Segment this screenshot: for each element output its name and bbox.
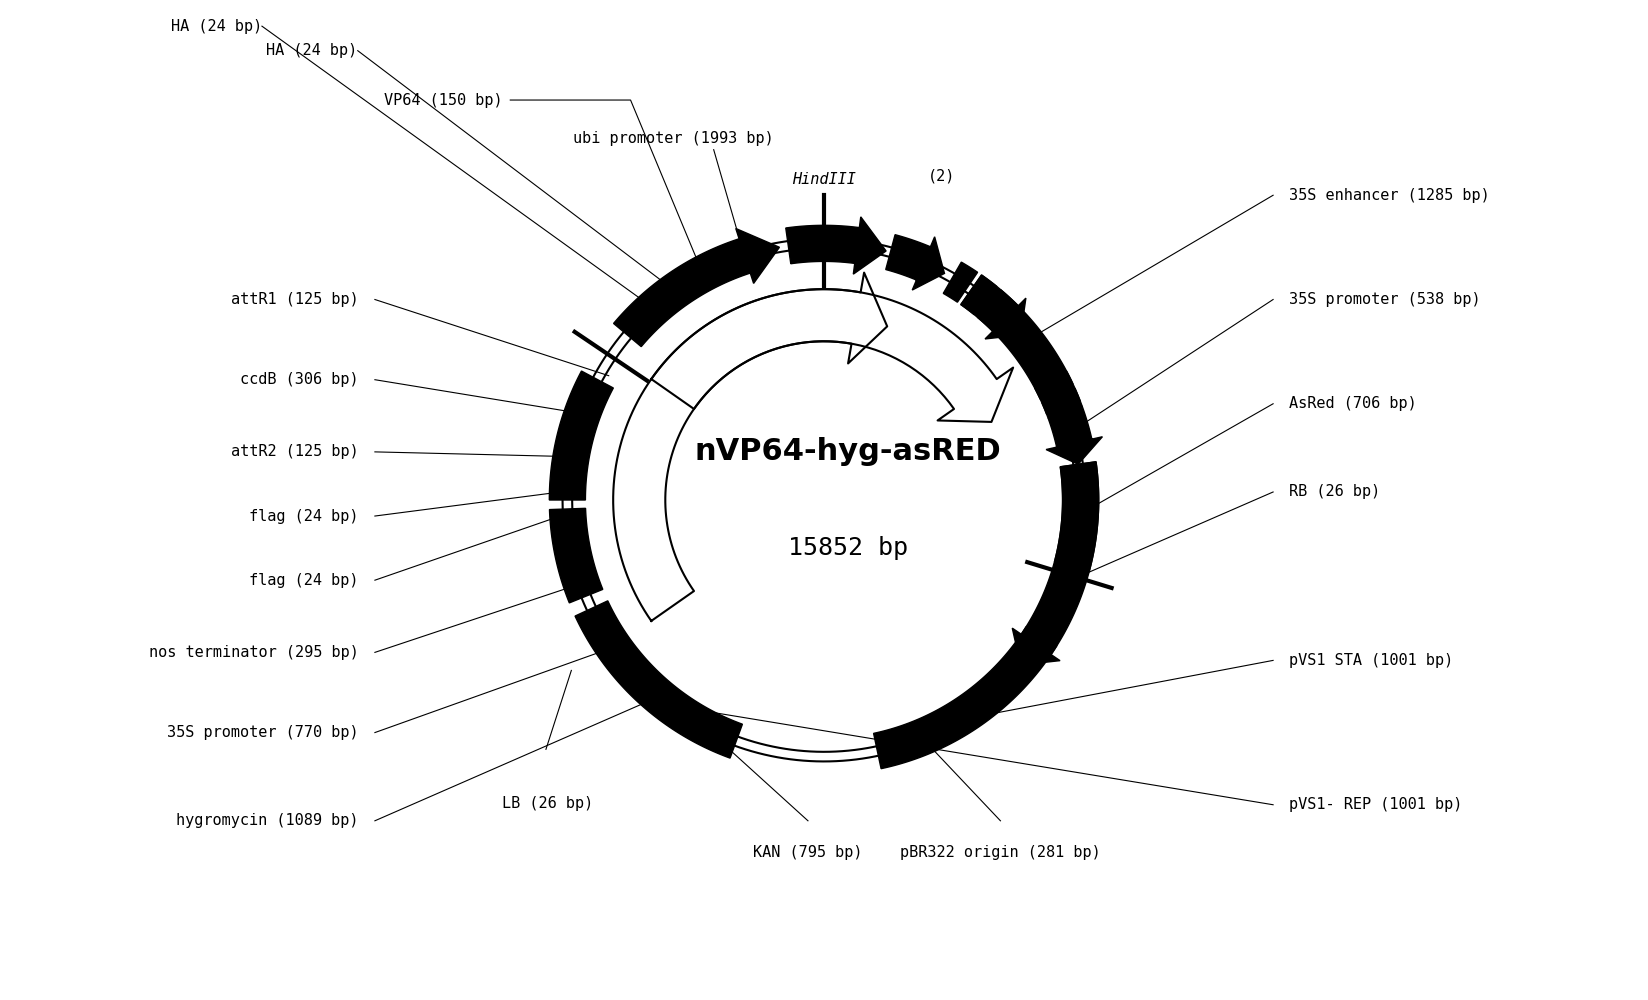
- Text: attR1 (125 bp): attR1 (125 bp): [231, 292, 359, 307]
- Text: (2): (2): [928, 168, 956, 183]
- Polygon shape: [613, 228, 780, 347]
- Text: KAN (795 bp): KAN (795 bp): [753, 845, 862, 860]
- Polygon shape: [549, 371, 613, 500]
- Polygon shape: [575, 601, 742, 758]
- Text: attR2 (125 bp): attR2 (125 bp): [231, 444, 359, 459]
- Text: LB (26 bp): LB (26 bp): [503, 796, 593, 811]
- Text: 35S promoter (538 bp): 35S promoter (538 bp): [1289, 292, 1482, 307]
- Text: 35S promoter (770 bp): 35S promoter (770 bp): [166, 725, 359, 740]
- Text: HA (24 bp): HA (24 bp): [171, 19, 262, 34]
- Text: 35S enhancer (1285 bp): 35S enhancer (1285 bp): [1289, 188, 1490, 203]
- Polygon shape: [885, 235, 944, 290]
- Text: flag (24 bp): flag (24 bp): [249, 573, 359, 588]
- Polygon shape: [1035, 371, 1073, 399]
- Polygon shape: [1042, 388, 1081, 414]
- Text: VP64 (150 bp): VP64 (150 bp): [384, 93, 503, 108]
- Text: ccdB (306 bp): ccdB (306 bp): [241, 372, 359, 387]
- Polygon shape: [961, 275, 997, 315]
- Text: 15852 bp: 15852 bp: [788, 536, 908, 560]
- Polygon shape: [943, 262, 977, 302]
- Text: pVS1- REP (1001 bp): pVS1- REP (1001 bp): [1289, 797, 1462, 812]
- Text: flag (24 bp): flag (24 bp): [249, 509, 359, 524]
- Polygon shape: [613, 273, 887, 621]
- Polygon shape: [1055, 462, 1099, 571]
- Text: HA (24 bp): HA (24 bp): [267, 43, 358, 58]
- Polygon shape: [1046, 406, 1103, 464]
- Polygon shape: [873, 626, 1056, 769]
- Text: nos terminator (295 bp): nos terminator (295 bp): [148, 645, 359, 660]
- Polygon shape: [549, 508, 603, 603]
- Text: AsRed (706 bp): AsRed (706 bp): [1289, 396, 1417, 411]
- Polygon shape: [1012, 462, 1099, 665]
- Polygon shape: [1053, 408, 1083, 437]
- Text: hygromycin (1089 bp): hygromycin (1089 bp): [176, 813, 359, 828]
- Polygon shape: [961, 275, 1083, 418]
- Text: pVS1 STA (1001 bp): pVS1 STA (1001 bp): [1289, 653, 1454, 668]
- Text: HindIII: HindIII: [793, 172, 855, 187]
- Text: nVP64-hyg-asRED: nVP64-hyg-asRED: [695, 437, 1002, 466]
- Text: RB (26 bp): RB (26 bp): [1289, 484, 1381, 499]
- Polygon shape: [651, 289, 1014, 422]
- Text: ubi promoter (1993 bp): ubi promoter (1993 bp): [574, 131, 775, 146]
- Polygon shape: [786, 217, 887, 274]
- Text: pBR322 origin (281 bp): pBR322 origin (281 bp): [900, 845, 1101, 860]
- Polygon shape: [977, 290, 1027, 339]
